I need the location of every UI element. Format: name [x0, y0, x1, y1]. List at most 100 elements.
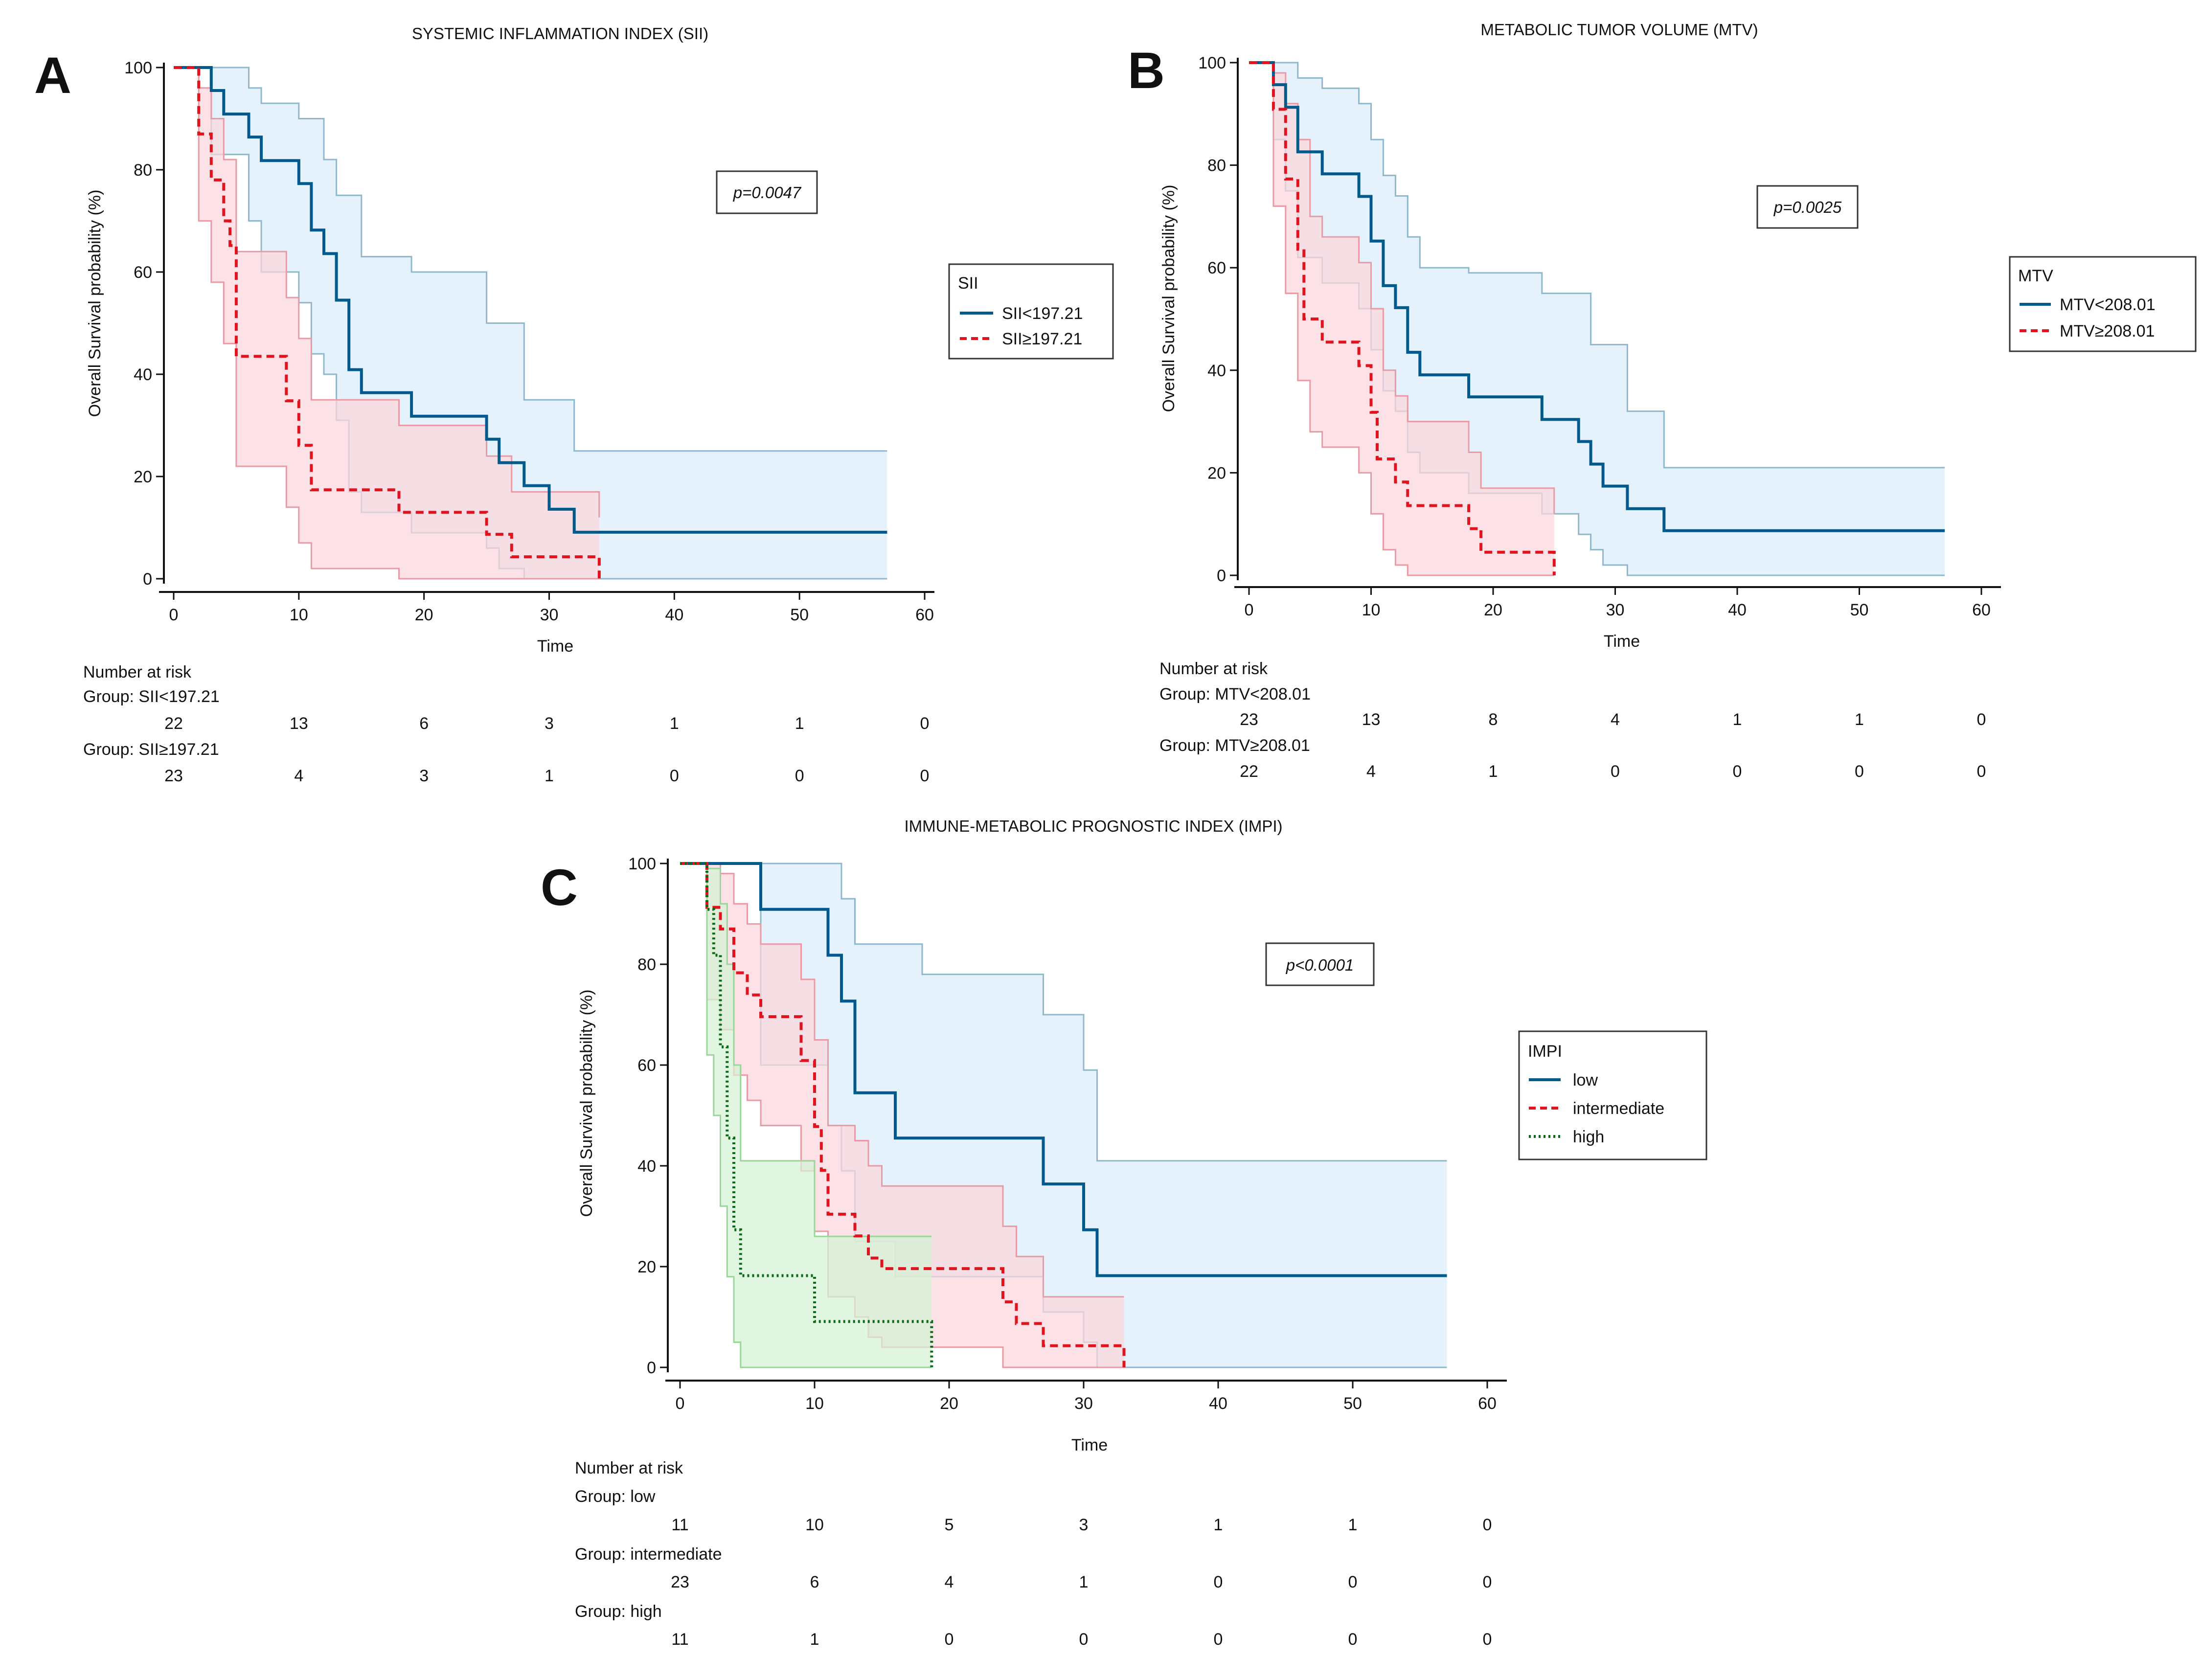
- panel-c-risk-group-1: Group: low: [575, 1487, 656, 1506]
- panel-b-letter: B: [1128, 42, 1165, 99]
- panel-a-xlabel: Time: [537, 637, 573, 656]
- panel-a-risk-1-4: 1: [670, 714, 679, 733]
- panel-c-curve-1: [680, 862, 1447, 1277]
- panel-b-risk-1-0: 23: [1240, 710, 1258, 729]
- panel-a-title: SYSTEMIC INFLAMMATION INDEX (SII): [412, 24, 708, 43]
- panel-b-xtick-label-3: 30: [1606, 601, 1625, 619]
- panel-c-risk-row-3: 11 1 0 0 0 0 0: [671, 1630, 1492, 1649]
- panel-c-ytick-label-3: 60: [637, 1056, 656, 1075]
- panel-c-xtick-label-1: 10: [805, 1394, 824, 1413]
- panel-b-risk-row-2: 22 4 1 0 0 0 0: [1240, 762, 1986, 781]
- panel-c-risk-row-2: 23 6 4 1 0 0 0: [671, 1573, 1492, 1591]
- panel-a-ylabel: Overall Survival probability (%): [86, 190, 104, 417]
- panel-a-band-lower-2: [174, 67, 599, 580]
- panel-b-legend-label-2: MTV≥208.01: [2060, 322, 2155, 341]
- panel-c-curve-2: [680, 862, 1126, 1367]
- panel-a-xtick-label-0: 0: [169, 606, 179, 624]
- panel-a-curve-1: [174, 66, 887, 534]
- panel-a-risk-2-6: 0: [920, 767, 930, 785]
- panel-a-risk-header: Number at risk: [83, 663, 192, 681]
- panel-b-band-lower-2: [1249, 62, 1554, 576]
- panel-a-survival-curves: [174, 66, 887, 579]
- panel-c-risk-2-0: 23: [671, 1573, 689, 1591]
- panel-a-letter: A: [34, 47, 71, 104]
- panel-c-risk-3-5: 0: [1348, 1630, 1358, 1649]
- panel-c-xlabel: Time: [1071, 1436, 1108, 1454]
- panel-a-pvalue-frame: [716, 170, 818, 214]
- panel-c-ytick-label-2: 40: [637, 1157, 656, 1176]
- panel-b-survival-curves: [1249, 61, 1945, 575]
- panel-a-curve-2: [174, 66, 601, 579]
- panel-a-pvalue: p=0.0047: [733, 183, 802, 202]
- panel-c-risk-1-5: 1: [1348, 1516, 1358, 1534]
- panel-b-pvalue-frame: [1756, 185, 1859, 229]
- panel-b-legend-label-1: MTV<208.01: [2060, 295, 2156, 314]
- panel-a-xtick-label-3: 30: [540, 606, 559, 624]
- panel-b-curve-2: [1249, 61, 1556, 575]
- panel-a-band-upper-2: [174, 67, 600, 518]
- panel-c-band-lower-3: [680, 863, 932, 1368]
- panel-c-risk-1-6: 0: [1483, 1516, 1492, 1534]
- panel-a-ytick-label-2: 40: [134, 365, 152, 384]
- panel-c-ytick-label-0: 0: [647, 1359, 656, 1377]
- panel-b-band-upper-2: [1249, 62, 1555, 514]
- panel-a-ytick-label-4: 80: [134, 161, 152, 180]
- panel-b-xlabel: Time: [1604, 632, 1640, 651]
- panel-c-risk-1-4: 1: [1214, 1516, 1223, 1534]
- panel-c-xtick-label-5: 50: [1343, 1394, 1362, 1413]
- panel-b-band-upper-1: [1249, 62, 1945, 469]
- panel-a-xtick-label-5: 50: [790, 606, 809, 624]
- panel-a-risk-1-2: 6: [419, 714, 429, 733]
- panel-b-pvalue-box: p=0.0025: [1756, 185, 1859, 229]
- panel-b-ylabel: Overall Survival probability (%): [1159, 185, 1178, 412]
- panel-a-legend-frame: [948, 263, 1114, 360]
- panel-a-ytick-label-1: 20: [134, 468, 152, 486]
- panel-b-ytick-label-5: 100: [1198, 54, 1226, 72]
- panel-a-risk-2-3: 1: [545, 767, 554, 785]
- panel-a-band-2: [174, 68, 599, 579]
- panel-c-xtick-label-4: 40: [1209, 1394, 1227, 1413]
- panel-b-risk-1-4: 1: [1733, 710, 1742, 729]
- panel-c-survival-curves: [680, 862, 1447, 1367]
- panel-c-band-upper-3: [680, 863, 932, 1237]
- panel-b-ytick-label-2: 40: [1207, 362, 1226, 380]
- panel-c-xtick-label-2: 20: [940, 1394, 958, 1413]
- panel-c-ytick-label-1: 20: [637, 1258, 656, 1276]
- panel-b-risk-group-1: Group: MTV<208.01: [1159, 685, 1311, 704]
- panel-a-risk-2-5: 0: [795, 767, 804, 785]
- panel-c-risk-3-3: 0: [1079, 1630, 1089, 1649]
- panel-b-risk-1-1: 13: [1362, 710, 1381, 729]
- panel-b-risk-2-1: 4: [1366, 762, 1376, 781]
- panel-a-legend-label-1: SII<197.21: [1002, 304, 1083, 323]
- panel-c-xtick-label-3: 30: [1074, 1394, 1093, 1413]
- panel-c-risk-row-1: 11 10 5 3 1 1 0: [671, 1516, 1492, 1534]
- panel-a-legend: SII SII<197.21 SII≥197.21: [948, 263, 1114, 360]
- panel-c-pvalue-frame: [1265, 942, 1375, 986]
- panel-a-risk-group-2: Group: SII≥197.21: [83, 740, 219, 759]
- panel-b-risk-2-5: 0: [1855, 762, 1864, 781]
- panel-c-risk-2-4: 0: [1214, 1573, 1223, 1591]
- panel-b-xtick-label-4: 40: [1728, 601, 1747, 619]
- panel-c-band-2: [680, 863, 1124, 1367]
- panel-c-legend-label-1: low: [1573, 1071, 1598, 1090]
- panel-b-legend: MTV MTV<208.01 MTV≥208.01: [2009, 256, 2197, 352]
- panel-b-xtick-label-5: 50: [1850, 601, 1869, 619]
- panel-a-risk-2-0: 23: [164, 767, 183, 785]
- panel-c-risk-2-1: 6: [810, 1573, 819, 1591]
- panel-b-risk-row-1: 23 13 8 4 1 1 0: [1240, 710, 1986, 729]
- panel-b-risk-1-3: 4: [1611, 710, 1620, 729]
- panel-c-axes: 0 20 40 60 80 100 0 10 20 30 40 50 60: [628, 855, 1507, 1413]
- panel-a-risk-1-1: 13: [290, 714, 308, 733]
- panel-c-pvalue: p<0.0001: [1286, 956, 1354, 974]
- panel-c-xtick-label-6: 60: [1478, 1394, 1497, 1413]
- panel-a-band-upper-1: [174, 67, 887, 452]
- panel-c-legend: IMPI low intermediate high: [1518, 1030, 1707, 1160]
- panel-a-risk-row-2: 23 4 3 1 0 0 0: [164, 767, 929, 785]
- panel-b-risk-group-2: Group: MTV≥208.01: [1159, 736, 1310, 755]
- panel-c-risk-3-0: 11: [671, 1630, 688, 1649]
- panel-b-ytick-label-4: 80: [1207, 157, 1226, 175]
- panel-c-risk-3-6: 0: [1483, 1630, 1492, 1649]
- panel-b-ytick-label-1: 20: [1207, 464, 1226, 482]
- panel-c-risk-2-2: 4: [945, 1573, 954, 1591]
- panel-c-legend-label-3: high: [1573, 1128, 1604, 1146]
